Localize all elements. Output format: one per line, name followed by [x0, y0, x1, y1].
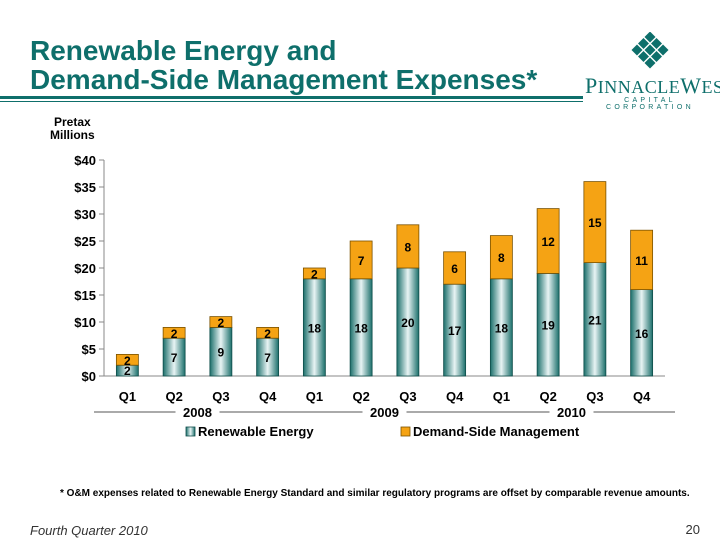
logo-diamond — [638, 38, 649, 49]
data-label-dsm: 8 — [405, 240, 412, 254]
footer-quarter: Fourth Quarter 2010 — [30, 523, 148, 538]
y-tick-label: $40 — [74, 153, 96, 168]
data-label-dsm: 2 — [171, 327, 178, 341]
page-title: Renewable Energy and Demand-Side Managem… — [30, 36, 537, 94]
logo-letter-w: W — [680, 73, 702, 98]
x-tick-label: Q4 — [633, 389, 651, 404]
logo-wordmark: PINNACLEWEST — [585, 73, 720, 99]
x-tick-label: Q1 — [306, 389, 323, 404]
bar-demand-side-management — [302, 267, 326, 280]
logo-diamond — [644, 32, 656, 43]
bar-demand-side-management — [536, 208, 560, 274]
logo-diamond — [651, 51, 662, 62]
y-tick-label: $35 — [74, 180, 96, 195]
y-tick-label: $20 — [74, 261, 96, 276]
data-label-dsm: 6 — [451, 262, 458, 276]
logo-text-est: EST — [701, 77, 720, 97]
y-axis-label-line1: Pretax — [53, 115, 91, 129]
data-label-renewable: 19 — [541, 319, 555, 333]
y-tick-label: $30 — [74, 207, 96, 222]
data-label-renewable: 21 — [588, 313, 602, 327]
bar-demand-side-management — [115, 353, 139, 366]
bar-demand-side-management — [443, 251, 467, 285]
x-tick-label: Q1 — [119, 389, 136, 404]
title-line-1: Renewable Energy and — [30, 35, 337, 66]
y-tick-label: $0 — [82, 369, 96, 384]
title-line-2: Demand-Side Management Expenses* — [30, 64, 538, 95]
x-tick-label: Q2 — [165, 389, 182, 404]
bar-demand-side-management — [396, 224, 420, 269]
page-number: 20 — [685, 522, 700, 537]
logo-diamond — [657, 44, 669, 56]
data-label-dsm: 2 — [311, 267, 318, 281]
data-label-dsm: 11 — [635, 254, 648, 268]
data-label-renewable: 20 — [401, 316, 415, 330]
bar-demand-side-management — [489, 235, 513, 280]
pinnacle-west-logo-icon — [631, 32, 669, 69]
year-group-label: 2009 — [370, 405, 399, 420]
data-label-dsm: 12 — [541, 235, 555, 249]
data-label-renewable: 18 — [308, 321, 322, 335]
bar-demand-side-management — [209, 316, 233, 328]
data-label-renewable: 2 — [124, 364, 131, 378]
data-label-dsm: 2 — [124, 354, 131, 368]
x-tick-label: Q3 — [212, 389, 229, 404]
y-axis-label-line2: Millions — [50, 128, 95, 142]
logo-diamond — [651, 38, 662, 49]
bar-demand-side-management — [583, 181, 607, 264]
logo-diamond — [638, 51, 649, 62]
data-label-renewable: 17 — [448, 324, 462, 338]
data-label-renewable: 7 — [264, 351, 271, 365]
y-tick-label: $5 — [82, 342, 96, 357]
data-label-dsm: 15 — [588, 216, 602, 230]
x-tick-label: Q4 — [259, 389, 277, 404]
data-label-renewable: 7 — [171, 351, 178, 365]
data-label-dsm: 8 — [498, 251, 505, 265]
logo-letter-p: P — [585, 73, 598, 98]
logo-diamond — [644, 57, 656, 69]
bar-demand-side-management — [256, 326, 280, 339]
y-tick-label: $15 — [74, 288, 96, 303]
x-tick-label: Q3 — [586, 389, 603, 404]
x-tick-label: Q1 — [493, 389, 510, 404]
y-axis-label: Pretax Millions — [50, 116, 95, 142]
year-group-label: 2008 — [183, 405, 212, 420]
legend-renewable-energy-swatch — [185, 426, 196, 437]
logo-text-innacle: INNACLE — [597, 77, 681, 97]
logo-subtitle: CAPITAL CORPORATION — [606, 97, 694, 111]
x-tick-label: Q4 — [446, 389, 464, 404]
y-tick-label: $10 — [74, 315, 96, 330]
legend-renewable-energy-label: Renewable Energy — [198, 424, 314, 439]
data-label-dsm: 2 — [218, 316, 225, 330]
logo-diamond — [631, 44, 643, 56]
bar-demand-side-management — [349, 240, 373, 280]
y-tick-label: $25 — [74, 234, 96, 249]
data-label-dsm: 7 — [358, 254, 365, 268]
footnote: * O&M expenses related to Renewable Ener… — [60, 488, 690, 499]
x-tick-label: Q3 — [399, 389, 416, 404]
data-label-renewable: 18 — [495, 321, 509, 335]
x-tick-label: Q2 — [539, 389, 556, 404]
data-label-renewable: 9 — [218, 346, 225, 360]
legend-demand-side-management-swatch — [400, 426, 411, 437]
legend-demand-side-management-label: Demand-Side Management — [413, 424, 580, 439]
title-divider — [0, 96, 583, 99]
data-label-renewable: 16 — [635, 327, 649, 341]
logo-diamond — [644, 44, 656, 56]
bar-demand-side-management — [630, 229, 654, 290]
year-group-label: 2010 — [557, 405, 586, 420]
x-tick-label: Q2 — [352, 389, 369, 404]
data-label-dsm: 2 — [264, 327, 271, 341]
data-label-renewable: 18 — [354, 321, 368, 335]
title-divider-thin — [0, 101, 583, 102]
bar-demand-side-management — [162, 326, 186, 339]
